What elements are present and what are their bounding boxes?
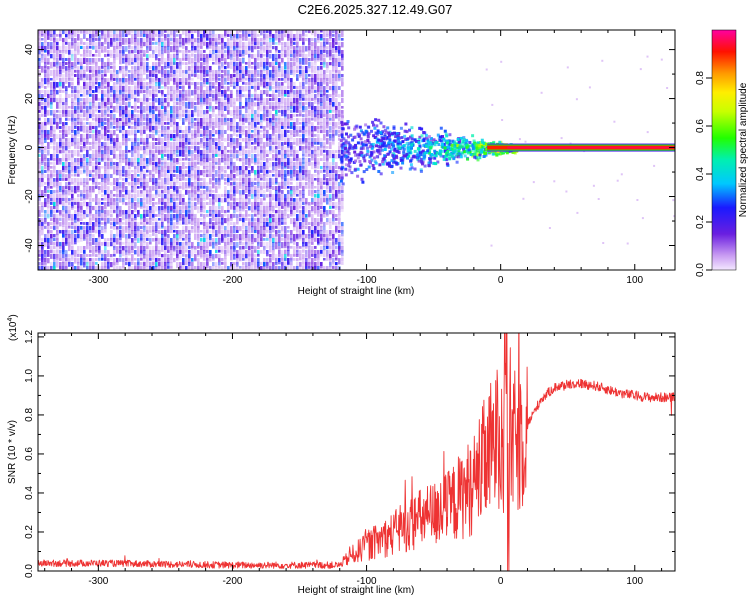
colorbar-tick-label: 0.6: [695, 119, 706, 133]
colorbar-axis: 0.0 0.2 0.4 0.6 0.8: [695, 71, 712, 277]
y-tick-label: 20: [24, 93, 35, 105]
x-tick-label: 0: [498, 275, 504, 286]
y-tick-label: 40: [24, 44, 35, 56]
x-tick-label: 100: [626, 275, 643, 286]
spectrogram-y-axis: -40 -20 0 20 40: [24, 44, 675, 271]
spectrogram-frame: [37, 29, 676, 271]
spectrogram-x-axis: -300 -200 -100 0 100: [44, 30, 663, 286]
colorbar-tick-label: 0.8: [695, 71, 706, 85]
x-tick-label: -200: [222, 275, 242, 286]
x-tick-label: -100: [357, 576, 377, 587]
spectrogram-y-label: Frequency (Hz): [7, 116, 18, 185]
x-tick-label: -300: [88, 275, 108, 286]
snr-line: [38, 333, 675, 571]
snr-y-label: SNR (10 * v/v): [7, 420, 18, 484]
chart-title: C2E6.2025.327.12.49.G07: [297, 2, 453, 17]
snr-frame: [37, 332, 676, 572]
colorbar: [711, 29, 737, 271]
snr-x-label: Height of straight line (km): [298, 585, 415, 596]
y-tick-label: 1.2: [24, 330, 35, 344]
colorbar-label: Normalized spectral amplitude: [738, 82, 749, 217]
spectrogram-heatmap: [38, 30, 675, 270]
y-tick-label: 1.0: [24, 369, 35, 383]
y-tick-label: 0.4: [24, 486, 35, 500]
snr-y-axis: 0.0 0.2 0.4 0.6 0.8 1.0 1.2: [24, 330, 675, 578]
x-tick-label: -200: [222, 576, 242, 587]
colorbar-tick-label: 0.0: [695, 263, 706, 277]
snr-x-axis: -300 -200 -100 0 100: [44, 333, 663, 587]
y-tick-label: 0.2: [24, 525, 35, 539]
colorbar-tick-label: 0.2: [695, 215, 706, 229]
spectrogram-x-label: Height of straight line (km): [298, 286, 415, 297]
snr-scale-factor: (x104): [7, 314, 19, 341]
colorbar-tick-label: 0.4: [695, 167, 706, 181]
y-tick-label: 0: [24, 144, 35, 150]
y-tick-label: -20: [24, 189, 35, 204]
y-tick-label: 0.6: [24, 447, 35, 461]
y-tick-label: 0.0: [24, 564, 35, 578]
x-tick-label: -300: [88, 576, 108, 587]
x-tick-label: 0: [498, 576, 504, 587]
y-tick-label: 0.8: [24, 408, 35, 422]
x-tick-label: 100: [626, 576, 643, 587]
y-tick-label: -40: [24, 238, 35, 253]
x-tick-label: -100: [357, 275, 377, 286]
